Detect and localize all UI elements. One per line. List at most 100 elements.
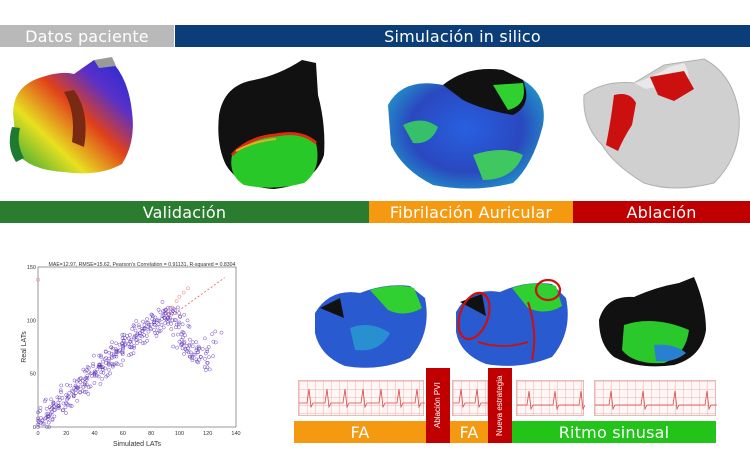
scatter-point bbox=[85, 376, 90, 380]
scatter-point bbox=[84, 382, 89, 387]
x-tick-label: 80 bbox=[148, 431, 154, 437]
scatter-point bbox=[40, 422, 45, 426]
scatter-point bbox=[169, 327, 174, 331]
sinus-mesh bbox=[599, 277, 706, 367]
scatter-point bbox=[182, 312, 187, 317]
scatter-point bbox=[183, 346, 188, 351]
scatter-point bbox=[38, 406, 43, 410]
y-tick-label: 100 bbox=[27, 318, 36, 324]
scatter-point bbox=[171, 344, 175, 349]
scatter-point bbox=[71, 393, 76, 397]
label-fibrilacion-text: Fibrilación Auricular bbox=[389, 202, 553, 222]
lat-scatter-chart: MAE=12.97, RMSE=15.62, Pearson's Correla… bbox=[21, 262, 241, 448]
scatter-point bbox=[88, 384, 93, 389]
scatter-point bbox=[40, 418, 45, 423]
scatter-point bbox=[88, 371, 93, 376]
scatter-point bbox=[155, 325, 160, 330]
scatter-point bbox=[97, 362, 102, 367]
scatter-point bbox=[142, 340, 147, 345]
scatter-point bbox=[166, 312, 170, 316]
scatter-point bbox=[109, 351, 114, 356]
scatter-point bbox=[112, 354, 117, 359]
scatter-point bbox=[86, 385, 91, 390]
scatter-point bbox=[173, 311, 178, 315]
scatter-point bbox=[61, 408, 66, 413]
scatter-point bbox=[169, 321, 174, 326]
label-ablacion-text: Ablación bbox=[626, 202, 697, 222]
x-tick-label: 0 bbox=[36, 431, 39, 437]
scatter-point bbox=[213, 329, 218, 334]
scatter-point bbox=[195, 350, 200, 355]
scatter-point bbox=[64, 401, 68, 405]
scatter-point bbox=[47, 405, 52, 409]
scatter-point bbox=[140, 326, 145, 331]
scatter-point bbox=[198, 354, 203, 359]
scatter-point bbox=[74, 391, 78, 395]
timeline-ablacion-pvi: Ablación PVI bbox=[426, 368, 450, 443]
scatter-point bbox=[165, 316, 170, 320]
scatter-point bbox=[145, 338, 149, 343]
scatter-point bbox=[121, 358, 125, 363]
timeline-nueva-estrategia: Nueva estrategia bbox=[488, 368, 512, 443]
timeline-ritmo-sinusal: Ritmo sinusal bbox=[512, 421, 716, 443]
scatter-point bbox=[100, 376, 105, 381]
scatter-point bbox=[180, 322, 185, 327]
ecg-trace-1 bbox=[299, 388, 425, 409]
scatter-point bbox=[205, 365, 210, 370]
scatter-point bbox=[114, 341, 119, 346]
ecg-strip-sinus-2 bbox=[594, 380, 717, 416]
scatter-point bbox=[105, 373, 110, 378]
scatter-point bbox=[199, 355, 203, 359]
scatter-point bbox=[89, 373, 94, 378]
scatter-point bbox=[102, 357, 107, 362]
scatter-point bbox=[98, 363, 103, 367]
scatter-point bbox=[148, 326, 152, 331]
label-validacion-text: Validación bbox=[142, 202, 227, 222]
scatter-point bbox=[133, 328, 138, 333]
scatter-point bbox=[50, 405, 54, 410]
scatter-point bbox=[110, 361, 115, 366]
scatter-point bbox=[138, 339, 143, 343]
scatter-point bbox=[170, 305, 175, 310]
scatter-point bbox=[112, 362, 116, 367]
scatter-point bbox=[121, 350, 125, 355]
scatter-point bbox=[75, 398, 79, 403]
scatter-point bbox=[84, 389, 89, 394]
scatter-point bbox=[145, 317, 149, 321]
scatter-point bbox=[158, 310, 163, 315]
plot-area bbox=[37, 266, 237, 428]
scatter-point bbox=[107, 362, 111, 367]
scatter-point bbox=[136, 323, 141, 328]
scatter-point bbox=[46, 420, 51, 425]
scatter-point bbox=[104, 356, 108, 360]
scatter-point bbox=[117, 349, 121, 354]
scatter-point bbox=[79, 376, 83, 381]
scatter-point bbox=[119, 363, 124, 367]
trend-line bbox=[165, 277, 225, 321]
scatter-point bbox=[129, 337, 134, 342]
header-simulacion: Simulación in silico bbox=[175, 25, 750, 47]
scatter-point bbox=[180, 346, 185, 351]
scatter-point bbox=[109, 345, 114, 350]
scatter-point bbox=[129, 352, 133, 357]
scatter-point bbox=[95, 373, 99, 378]
scatter-point bbox=[132, 324, 137, 329]
scatter-point bbox=[211, 339, 216, 344]
scatter-point bbox=[152, 320, 156, 325]
scatter-point bbox=[161, 325, 166, 330]
scatter-point bbox=[197, 357, 201, 362]
scatter-point bbox=[166, 309, 170, 314]
scatter-point bbox=[182, 340, 187, 344]
scatter-point bbox=[146, 329, 151, 334]
scatter-point bbox=[210, 332, 214, 337]
scatter-point bbox=[194, 340, 199, 344]
scatter-point bbox=[108, 371, 112, 376]
scatter-point bbox=[134, 319, 139, 323]
scatter-point bbox=[179, 337, 184, 342]
scatter-point bbox=[190, 356, 194, 361]
scatter-point bbox=[178, 315, 182, 319]
scatter-point bbox=[83, 369, 87, 374]
scatter-point bbox=[36, 425, 40, 429]
scatter-point bbox=[47, 425, 51, 429]
scatter-point bbox=[48, 412, 53, 417]
